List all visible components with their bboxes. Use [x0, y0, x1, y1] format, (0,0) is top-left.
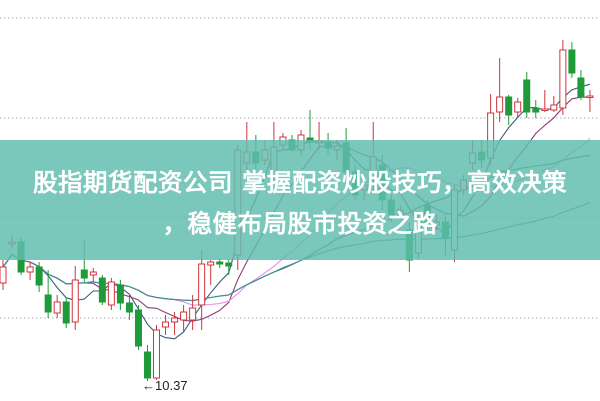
candle-up: [71, 279, 79, 323]
candle-up: [541, 108, 549, 111]
candle-up: [89, 271, 97, 276]
candle-up: [198, 263, 206, 306]
candle-down: [125, 302, 133, 313]
candle-up: [496, 96, 504, 113]
candle-up: [514, 101, 522, 113]
candle-up: [189, 307, 197, 321]
candle-up: [559, 49, 567, 109]
candle-up: [171, 317, 179, 323]
candle-down: [98, 277, 106, 303]
candle-down: [35, 266, 43, 286]
candle-up: [26, 266, 34, 273]
candle-down: [216, 261, 224, 265]
candle-down: [225, 262, 233, 267]
candle-up: [153, 329, 161, 379]
candle-down: [134, 309, 142, 347]
candle-down: [532, 107, 540, 113]
candle-down: [577, 77, 585, 98]
candle-down: [143, 351, 151, 379]
candle-down: [80, 269, 88, 279]
candle-up: [180, 311, 188, 321]
candle-up: [53, 301, 61, 314]
low-price-annotation: ←10.37: [142, 378, 188, 393]
left-arrow-icon: ←: [142, 378, 155, 393]
candle-down: [116, 284, 124, 304]
candle-up: [586, 95, 594, 98]
candle-down: [505, 96, 513, 116]
candle-down: [62, 301, 70, 324]
headline-banner: [0, 140, 600, 260]
candle-up: [107, 281, 115, 306]
candle-down: [44, 294, 52, 313]
headline-line-2: ，稳健布局股市投资之路: [162, 209, 438, 238]
candle-up: [207, 261, 215, 266]
candle-down: [568, 49, 576, 74]
candle-up: [550, 104, 558, 111]
low-price-label: 10.37: [155, 378, 188, 393]
candle-up: [0, 266, 7, 284]
candle-up: [162, 321, 170, 328]
candle-down: [523, 79, 531, 113]
headline-line-1: 股指期货配资公司 掌握配资炒股技巧，高效决策: [32, 168, 568, 197]
